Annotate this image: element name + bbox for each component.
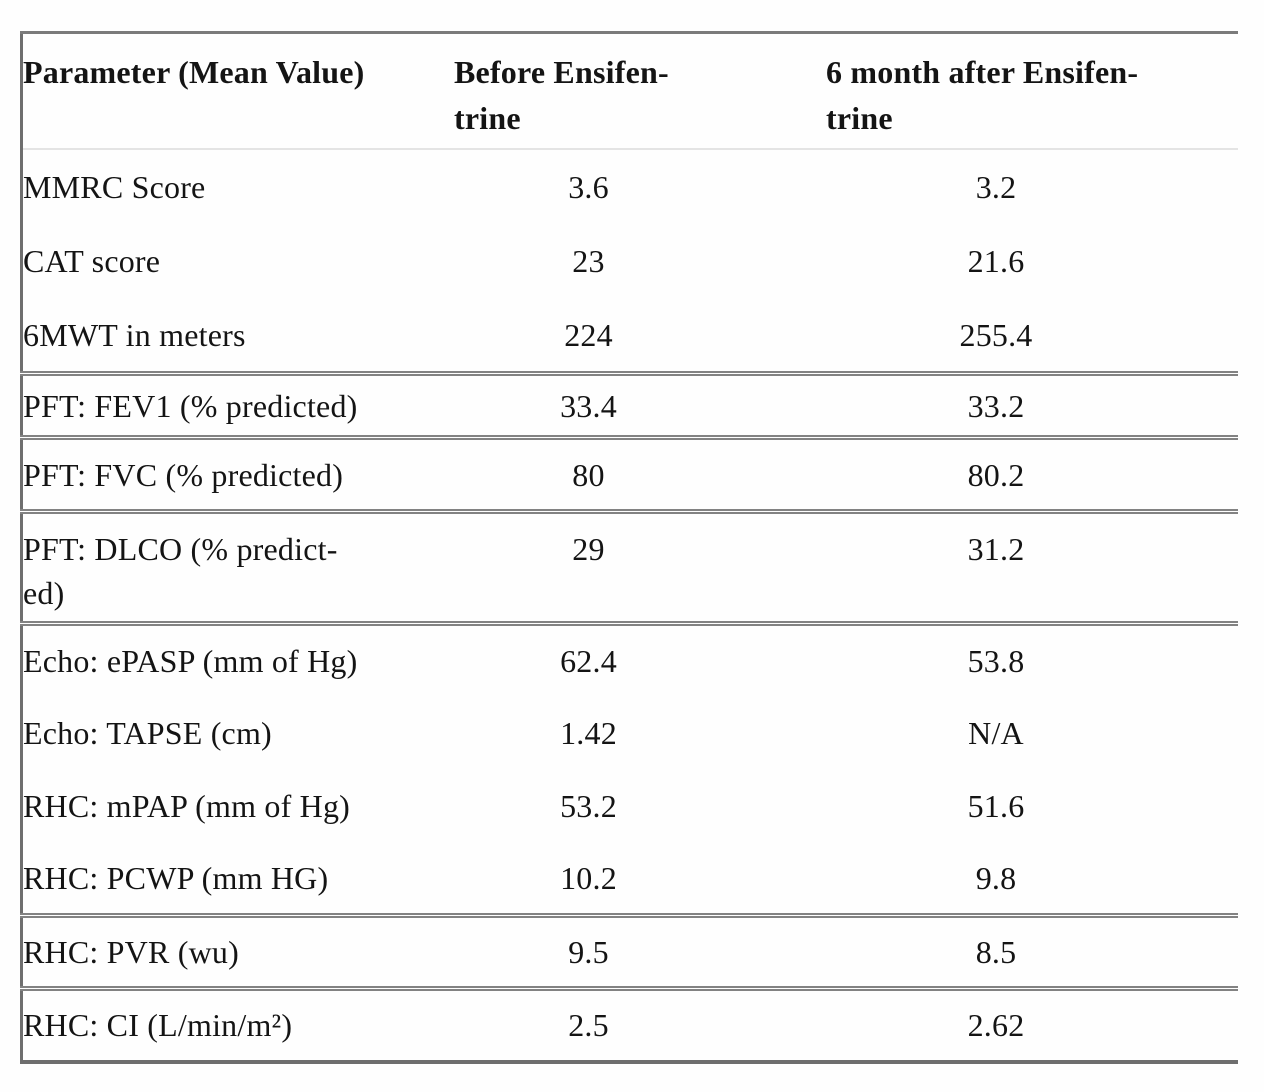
after-value: 31.2	[754, 509, 1238, 624]
table-row: RHC: PCWP (mm HG) 10.2 9.8	[22, 843, 1239, 916]
after-value: N/A	[968, 715, 1024, 751]
before-value: 53.2	[560, 788, 617, 824]
parameter-label: RHC: PVR (wu)	[21, 913, 423, 989]
parameter-label: 6MWT in meters	[23, 316, 246, 353]
parameter-label: Echo: ePASP (mm of Hg)	[21, 621, 423, 697]
header-row: Parameter (Mean Value) Before Ensifen- t…	[22, 33, 1239, 149]
table-row: PFT: FVC (% predicted) 80 80.2	[21, 435, 1238, 512]
table-row: CAT score 23 21.6	[22, 224, 1239, 299]
column-header-parameter: Parameter (Mean Value)	[23, 54, 365, 90]
before-value: 33.4	[423, 371, 754, 438]
before-value: 9.5	[423, 913, 754, 989]
parameter-label: PFT: FVC (% predicted)	[21, 435, 423, 512]
parameter-label: RHC: mPAP (mm of Hg)	[23, 788, 351, 824]
before-value: 3.6	[423, 147, 754, 224]
before-value: 2.5	[423, 986, 754, 1062]
before-value: 1.42	[560, 715, 617, 751]
parameter-label: Echo: TAPSE (cm)	[23, 715, 272, 751]
table-row: PFT: FEV1 (% predicted) 33.4 33.2	[21, 371, 1238, 438]
before-value: 29	[423, 509, 754, 624]
parameter-label: CAT score	[23, 243, 161, 279]
before-value: 62.4	[423, 621, 754, 697]
parameter-label: RHC: CI (L/min/m²)	[21, 986, 423, 1062]
parameter-label: PFT: DLCO (% predict- ed)	[21, 509, 423, 624]
before-value: 10.2	[560, 859, 617, 896]
after-value: 255.4	[959, 316, 1033, 353]
column-header-after: 6 month after Ensifen- trine	[826, 54, 1139, 136]
before-value: 224	[564, 316, 613, 353]
table-row: Echo: TAPSE (cm) 1.42 N/A	[22, 697, 1239, 770]
parameter-label: RHC: PCWP (mm HG)	[23, 859, 329, 896]
after-value: 80.2	[754, 435, 1238, 512]
table-row: RHC: mPAP (mm of Hg) 53.2 51.6	[22, 770, 1239, 843]
after-value: 33.2	[754, 371, 1238, 438]
after-value: 53.8	[754, 621, 1238, 697]
table-row: Echo: ePASP (mm of Hg) 62.4 53.8	[21, 621, 1238, 697]
parameters-table: Parameter (Mean Value) Before Ensifen- t…	[20, 31, 1238, 1064]
after-value: 3.2	[754, 147, 1238, 224]
table-row: MMRC Score 3.6 3.2	[21, 147, 1238, 224]
table-row: RHC: PVR (wu) 9.5 8.5	[21, 913, 1238, 989]
table-row: PFT: DLCO (% predict- ed) 29 31.2	[21, 509, 1238, 624]
after-value: 51.6	[967, 788, 1025, 824]
after-value: 8.5	[754, 913, 1238, 989]
column-header-before: Before Ensifen- trine	[454, 54, 669, 136]
after-value: 9.8	[975, 859, 1017, 896]
after-value: 2.62	[754, 986, 1238, 1062]
before-value: 80	[423, 435, 754, 512]
parameter-label: PFT: FEV1 (% predicted)	[21, 371, 423, 438]
after-value: 21.6	[967, 243, 1025, 279]
before-value: 23	[572, 243, 605, 279]
table-row: RHC: CI (L/min/m²) 2.5 2.62	[21, 986, 1238, 1062]
parameter-label: MMRC Score	[21, 147, 423, 224]
table-row: 6MWT in meters 224 255.4	[22, 299, 1239, 374]
